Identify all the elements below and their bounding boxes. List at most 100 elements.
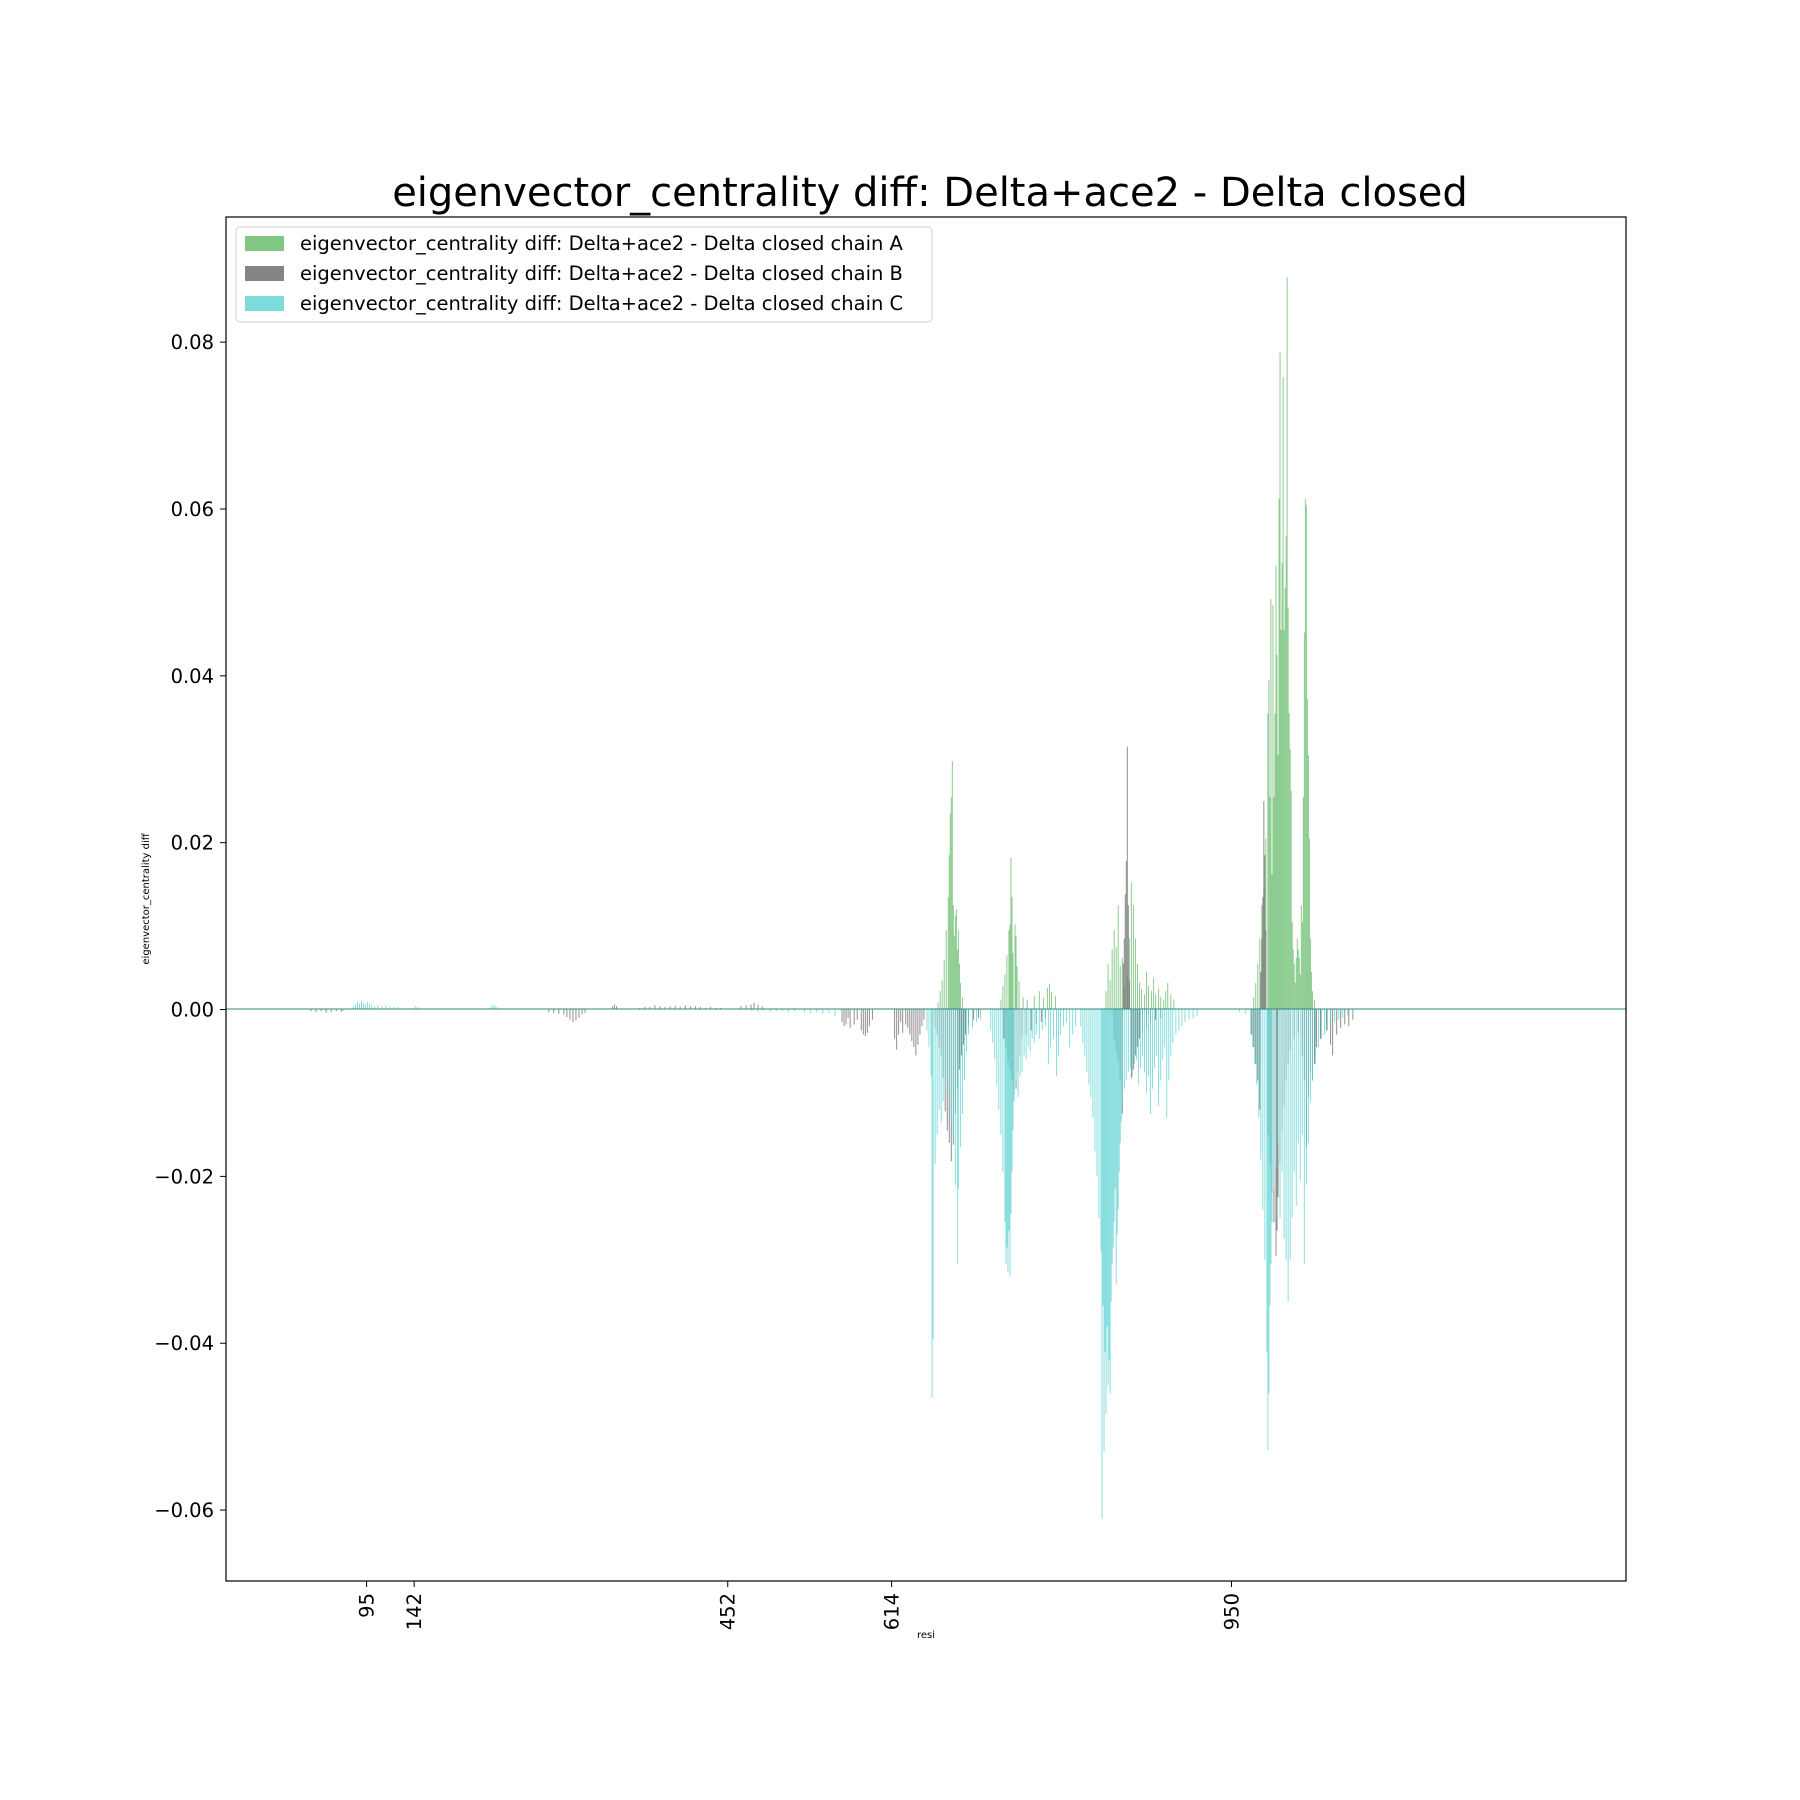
bar-chain-c-213 <box>1334 1009 1336 1023</box>
bar-chain-c-141 <box>1127 1009 1129 1073</box>
bar-chain-b-131 <box>1257 1009 1259 1081</box>
bar-chain-c-129 <box>1112 1009 1114 1248</box>
bar-chain-c-165 <box>1178 1009 1180 1031</box>
bar-chain-b-44 <box>841 1009 843 1023</box>
bar-chain-b-164 <box>1330 1009 1332 1045</box>
bar-chain-a-114 <box>1302 796 1304 1010</box>
bar-chain-b-49 <box>853 1009 855 1025</box>
bar-chain-c-24 <box>496 1007 498 1010</box>
bar-chain-c-56 <box>957 1009 959 1189</box>
bar-chain-c-93 <box>1038 1009 1040 1039</box>
bar-chain-a-57 <box>1138 982 1140 1010</box>
bar-chain-c-98 <box>1053 1009 1054 1039</box>
bar-chain-c-175 <box>1254 1009 1256 1064</box>
bar-chain-b-17 <box>584 1009 586 1013</box>
bar-chain-a-17 <box>959 982 961 1010</box>
bar-chain-a-40 <box>1055 996 1056 1010</box>
bar-chain-b-129 <box>1253 1009 1255 1048</box>
bar-chain-b-169 <box>1348 1009 1350 1027</box>
bar-chain-c-185 <box>1270 1009 1272 1264</box>
bar-chain-c-196 <box>1291 1009 1293 1219</box>
bar-chain-b-168 <box>1344 1009 1346 1025</box>
bar-chain-c-186 <box>1271 1009 1273 1223</box>
bar-chain-c-209 <box>1321 1009 1322 1039</box>
bar-chain-a-30 <box>1016 966 1018 1010</box>
bar-chain-c-182 <box>1267 1009 1269 1451</box>
bar-chain-c-195 <box>1289 1009 1291 1260</box>
bar-chain-b-40 <box>750 1004 752 1010</box>
bar-chain-b-135 <box>1262 896 1264 1010</box>
bar-chain-b-114 <box>1125 861 1127 1010</box>
bar-chain-a-24 <box>1009 924 1011 1010</box>
bar-chain-c-23 <box>494 1005 496 1010</box>
bar-chain-a-68 <box>1165 991 1167 1010</box>
bar-chain-c-25 <box>751 1009 753 1012</box>
bar-chain-c-89 <box>1029 1009 1031 1052</box>
bar-chain-c-85 <box>1021 1009 1023 1073</box>
bar-chain-c-210 <box>1324 1009 1326 1035</box>
bar-chain-a-107 <box>1295 957 1297 1010</box>
bar-chain-c-208 <box>1318 1009 1319 1048</box>
bar-chain-c-140 <box>1125 1009 1127 1081</box>
legend-label-chain-a: eigenvector_centrality diff: Delta+ace2 … <box>300 232 904 255</box>
bar-chain-b-90 <box>978 1009 980 1018</box>
bar-chain-c-117 <box>1100 1009 1102 1252</box>
bar-chain-c-109 <box>1084 1009 1086 1056</box>
bar-chain-c-64 <box>980 1009 982 1020</box>
bar-chain-c-105 <box>1072 1009 1074 1035</box>
bar-chain-a-27 <box>1012 952 1014 1010</box>
bar-chain-b-67 <box>915 1009 917 1056</box>
bar-chain-a-65 <box>1158 988 1160 1010</box>
bar-chain-a-102 <box>1290 790 1292 1010</box>
bar-chain-c-122 <box>1105 1009 1107 1415</box>
bar-chain-a-31 <box>1018 981 1020 1010</box>
bar-chain-c-90 <box>1031 1009 1033 1039</box>
bar-chain-c-159 <box>1164 1009 1166 1048</box>
bar-chain-a-14 <box>956 949 958 1010</box>
bar-chain-c-76 <box>1008 1009 1010 1231</box>
bar-chain-a-21 <box>1004 974 1006 1010</box>
bar-chain-a-73 <box>1255 982 1257 1010</box>
bar-chain-b-65 <box>911 1009 913 1042</box>
bar-chain-b-56 <box>871 1009 873 1020</box>
bar-chain-b-43 <box>761 1006 763 1010</box>
bar-chain-b-130 <box>1255 1009 1257 1064</box>
bar-chain-c-152 <box>1150 1009 1152 1114</box>
bar-chain-b-86 <box>962 1009 964 1045</box>
bar-chain-b-104 <box>1040 1009 1042 1023</box>
legend-swatch-chain-b <box>245 266 284 281</box>
y-tick-label-2: −0.02 <box>154 1165 214 1188</box>
bar-chain-c-83 <box>1017 1009 1019 1098</box>
bar-chain-c-171 <box>1239 1009 1241 1013</box>
chart-title: eigenvector_centrality diff: Delta+ace2 … <box>392 170 1468 216</box>
bar-chain-c-178 <box>1260 1009 1262 1160</box>
bar-chain-b-41 <box>753 1002 755 1010</box>
bar-chain-c-194 <box>1287 1009 1289 1302</box>
bar-chain-c-39 <box>926 1009 928 1031</box>
bar-chain-c-27 <box>763 1009 765 1012</box>
bar-chain-a-99 <box>1287 607 1289 1010</box>
bar-chain-a-56 <box>1136 963 1138 1010</box>
bar-chain-c-26 <box>757 1009 759 1013</box>
bar-chain-c-192 <box>1283 1009 1285 1239</box>
bar-chain-b-119 <box>1132 1009 1134 1070</box>
bar-chain-b-162 <box>1320 1009 1321 1039</box>
bar-chain-a-34 <box>1033 996 1035 1010</box>
bar-chain-c-125 <box>1108 1009 1110 1360</box>
bar-chain-a-12 <box>954 916 956 1010</box>
bar-chain-c-41 <box>930 1009 932 1077</box>
bar-chain-c-217 <box>1352 1009 1354 1015</box>
y-tick-label-0: −0.06 <box>154 1499 214 1522</box>
bar-chain-a-11 <box>953 936 955 1010</box>
bar-chain-c-116 <box>1098 1009 1100 1219</box>
bar-chain-b-113 <box>1124 894 1126 1010</box>
bar-chain-c-62 <box>972 1009 973 1028</box>
bar-chain-b-25 <box>659 1006 661 1010</box>
bar-chain-b-15 <box>578 1009 580 1018</box>
bar-chain-b-26 <box>664 1007 666 1010</box>
bar-chain-c-95 <box>1044 1009 1046 1027</box>
bar-chain-c-73 <box>1005 1009 1007 1264</box>
bar-chain-b-57 <box>894 1009 896 1039</box>
bar-chain-a-82 <box>1270 599 1272 1010</box>
bar-chain-a-103 <box>1291 921 1293 1010</box>
